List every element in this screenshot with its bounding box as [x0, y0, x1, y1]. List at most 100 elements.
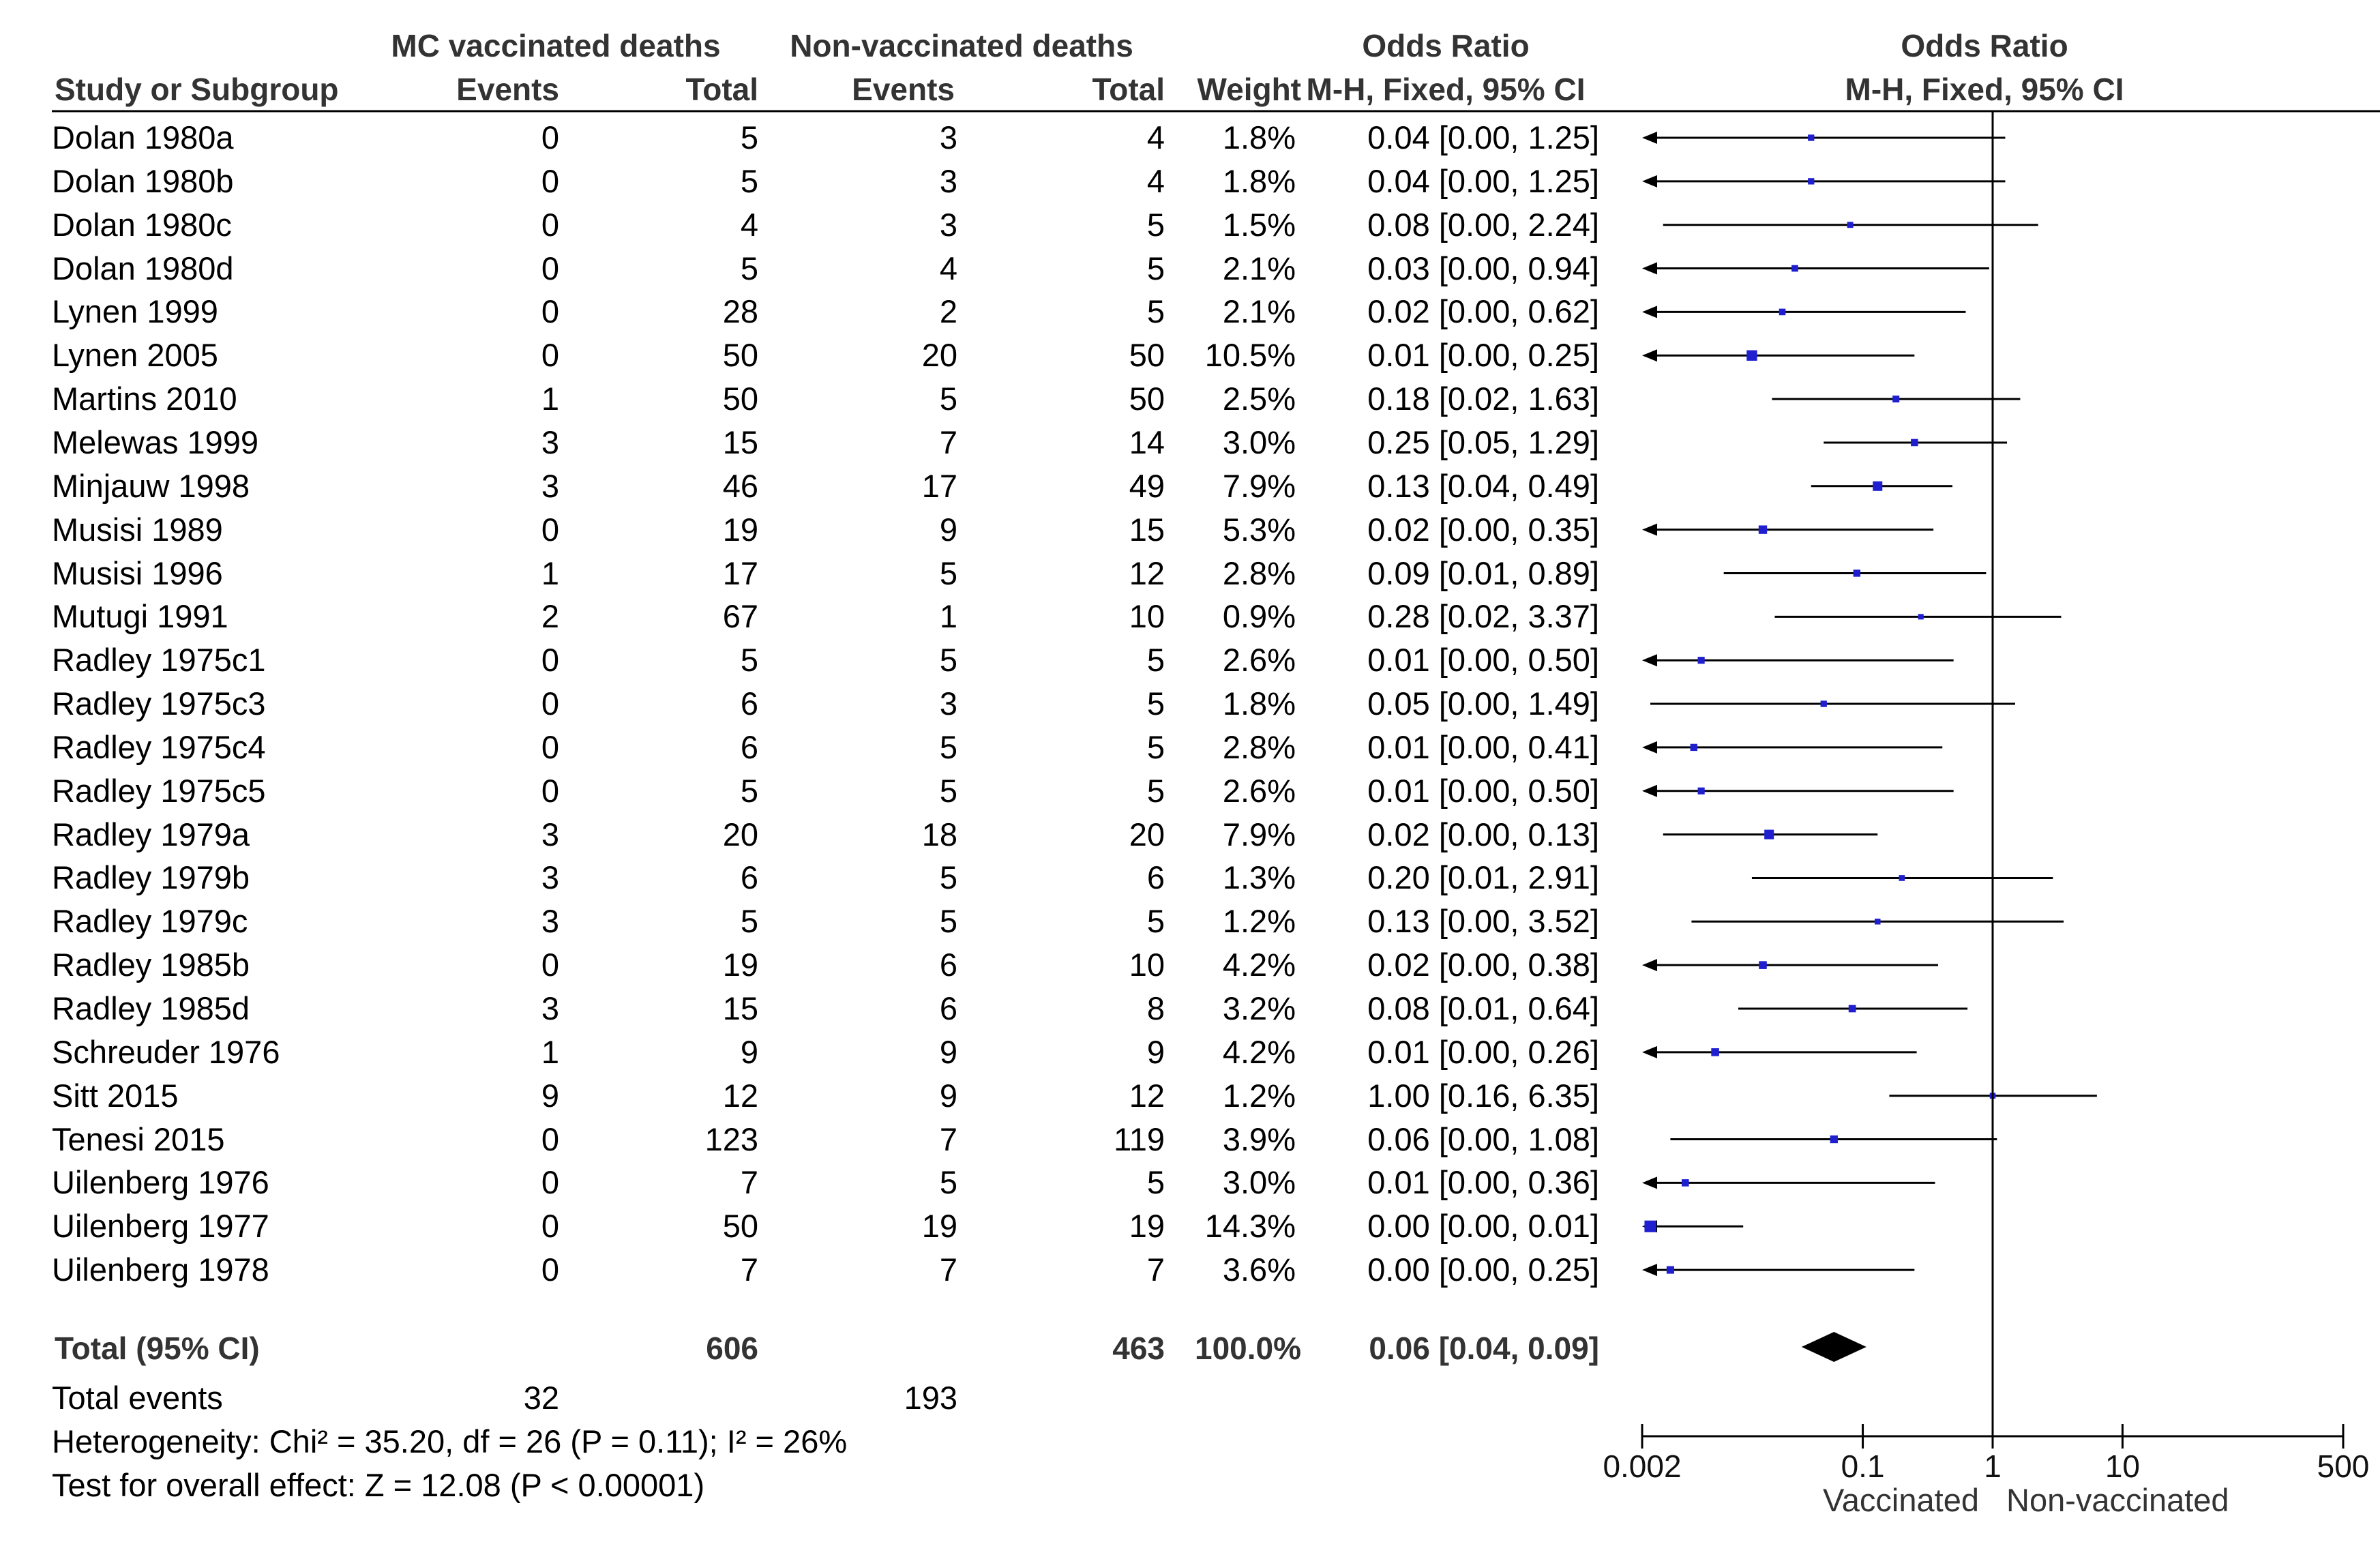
events-vaccinated: 0 — [541, 728, 559, 765]
x-tick-label: 0.002 — [1603, 1449, 1681, 1484]
point-estimate — [1746, 350, 1757, 361]
weight: 2.6% — [1222, 772, 1296, 809]
total-vaccinated: 4 — [740, 206, 758, 243]
events-non-vaccinated: 9 — [939, 1077, 957, 1114]
odds-ratio-ci: 0.05 [0.00, 1.49] — [1367, 685, 1599, 722]
events-vaccinated: 0 — [541, 1164, 559, 1201]
total-non-vaccinated: 7 — [1146, 1251, 1165, 1288]
header-total2: Total — [1092, 72, 1165, 107]
odds-ratio-ci: 1.00 [0.16, 6.35] — [1367, 1077, 1599, 1114]
total-non-vaccinated: 9 — [1146, 1033, 1165, 1070]
weight: 1.8% — [1222, 119, 1296, 155]
events-vaccinated: 3 — [541, 424, 559, 460]
total-vaccinated: 20 — [722, 816, 758, 852]
ci-arrow — [1642, 523, 1657, 536]
overall-effect-text: Test for overall effect: Z = 12.08 (P < … — [52, 1467, 705, 1503]
weight: 1.8% — [1222, 685, 1296, 722]
weight: 1.2% — [1222, 1077, 1296, 1114]
odds-ratio-ci: 0.13 [0.04, 0.49] — [1367, 467, 1599, 504]
events-vaccinated: 1 — [541, 381, 559, 417]
total-non-vaccinated: 8 — [1146, 990, 1165, 1026]
point-estimate — [1848, 1005, 1856, 1013]
study-name: Radley 1975c3 — [52, 685, 266, 722]
odds-ratio-ci: 0.04 [0.00, 1.25] — [1367, 162, 1599, 199]
total-vaccinated: 50 — [722, 1208, 758, 1245]
weight: 3.6% — [1222, 1251, 1296, 1288]
study-name: Lynen 2005 — [52, 337, 218, 374]
x-tick-label: 500 — [2317, 1449, 2370, 1484]
weight: 3.2% — [1222, 990, 1296, 1026]
study-name: Uilenberg 1976 — [52, 1164, 269, 1201]
odds-ratio-ci: 0.28 [0.02, 3.37] — [1367, 598, 1599, 635]
total-non-vaccinated: 5 — [1146, 206, 1165, 243]
weight: 1.8% — [1222, 162, 1296, 199]
odds-ratio-ci: 0.04 [0.00, 1.25] — [1367, 119, 1599, 155]
events-vaccinated: 0 — [541, 162, 559, 199]
study-name: Radley 1979b — [52, 859, 250, 896]
weight: 3.0% — [1222, 424, 1296, 460]
events-non-vaccinated: 9 — [939, 511, 957, 548]
events-non-vaccinated: 5 — [939, 772, 957, 809]
events-vaccinated: 3 — [541, 859, 559, 896]
total-vaccinated: 46 — [722, 467, 758, 504]
events-non-vaccinated: 7 — [939, 1120, 957, 1157]
study-name: Uilenberg 1978 — [52, 1251, 269, 1288]
total-vaccinated: 50 — [722, 381, 758, 417]
events-vaccinated: 1 — [541, 1033, 559, 1070]
study-name: Lynen 1999 — [52, 293, 218, 330]
total-non-vaccinated: 4 — [1146, 119, 1165, 155]
events-non-vaccinated: 6 — [939, 947, 957, 983]
ci-arrow — [1642, 959, 1657, 972]
x-tick-label: 1 — [1984, 1449, 2002, 1484]
total-vaccinated: 5 — [740, 119, 758, 155]
point-estimate — [1918, 614, 1924, 620]
total-t2: 463 — [1112, 1331, 1165, 1366]
events-non-vaccinated: 3 — [939, 206, 957, 243]
events-vaccinated: 3 — [541, 816, 559, 852]
events-vaccinated: 0 — [541, 772, 559, 809]
study-name: Radley 1985b — [52, 947, 250, 983]
total-t1: 606 — [706, 1331, 758, 1366]
header-total1: Total — [685, 72, 758, 107]
events-non-vaccinated: 6 — [939, 990, 957, 1026]
ci-arrow — [1642, 262, 1657, 275]
events-non-vaccinated: 3 — [939, 162, 957, 199]
weight: 1.2% — [1222, 903, 1296, 940]
total-non-vaccinated: 10 — [1129, 598, 1165, 635]
ci-arrow — [1642, 132, 1657, 144]
events-vaccinated: 2 — [541, 598, 559, 635]
study-name: Schreuder 1976 — [52, 1033, 280, 1070]
weight: 1.3% — [1222, 859, 1296, 896]
point-estimate — [1853, 569, 1861, 577]
weight: 1.5% — [1222, 206, 1296, 243]
odds-ratio-ci: 0.25 [0.05, 1.29] — [1367, 424, 1599, 460]
study-name: Radley 1975c1 — [52, 642, 266, 679]
study-name: Radley 1975c5 — [52, 772, 266, 809]
events-vaccinated: 0 — [541, 119, 559, 155]
weight: 2.1% — [1222, 250, 1296, 286]
study-name: Martins 2010 — [52, 381, 237, 417]
total-vaccinated: 5 — [740, 162, 758, 199]
total-vaccinated: 6 — [740, 859, 758, 896]
events-vaccinated: 0 — [541, 250, 559, 286]
events-non-vaccinated: 17 — [921, 467, 957, 504]
events-non-vaccinated: 2 — [939, 293, 957, 330]
point-estimate — [1682, 1179, 1689, 1187]
total-non-vaccinated: 15 — [1129, 511, 1165, 548]
total-ci: 0.06 [0.04, 0.09] — [1369, 1331, 1599, 1366]
events-non-vaccinated: 7 — [939, 424, 957, 460]
study-name: Musisi 1989 — [52, 511, 223, 548]
study-name: Radley 1975c4 — [52, 728, 266, 765]
total-non-vaccinated: 5 — [1146, 642, 1165, 679]
ci-arrow — [1642, 1264, 1657, 1277]
odds-ratio-ci: 0.02 [0.00, 0.13] — [1367, 816, 1599, 852]
point-estimate — [1847, 222, 1854, 228]
events-vaccinated: 0 — [541, 685, 559, 722]
events-vaccinated: 3 — [541, 990, 559, 1026]
odds-ratio-ci: 0.00 [0.00, 0.01] — [1367, 1208, 1599, 1245]
point-estimate — [1644, 1220, 1656, 1232]
weight: 2.8% — [1222, 554, 1296, 591]
events-non-vaccinated: 9 — [939, 1033, 957, 1070]
study-name: Uilenberg 1977 — [52, 1208, 269, 1245]
